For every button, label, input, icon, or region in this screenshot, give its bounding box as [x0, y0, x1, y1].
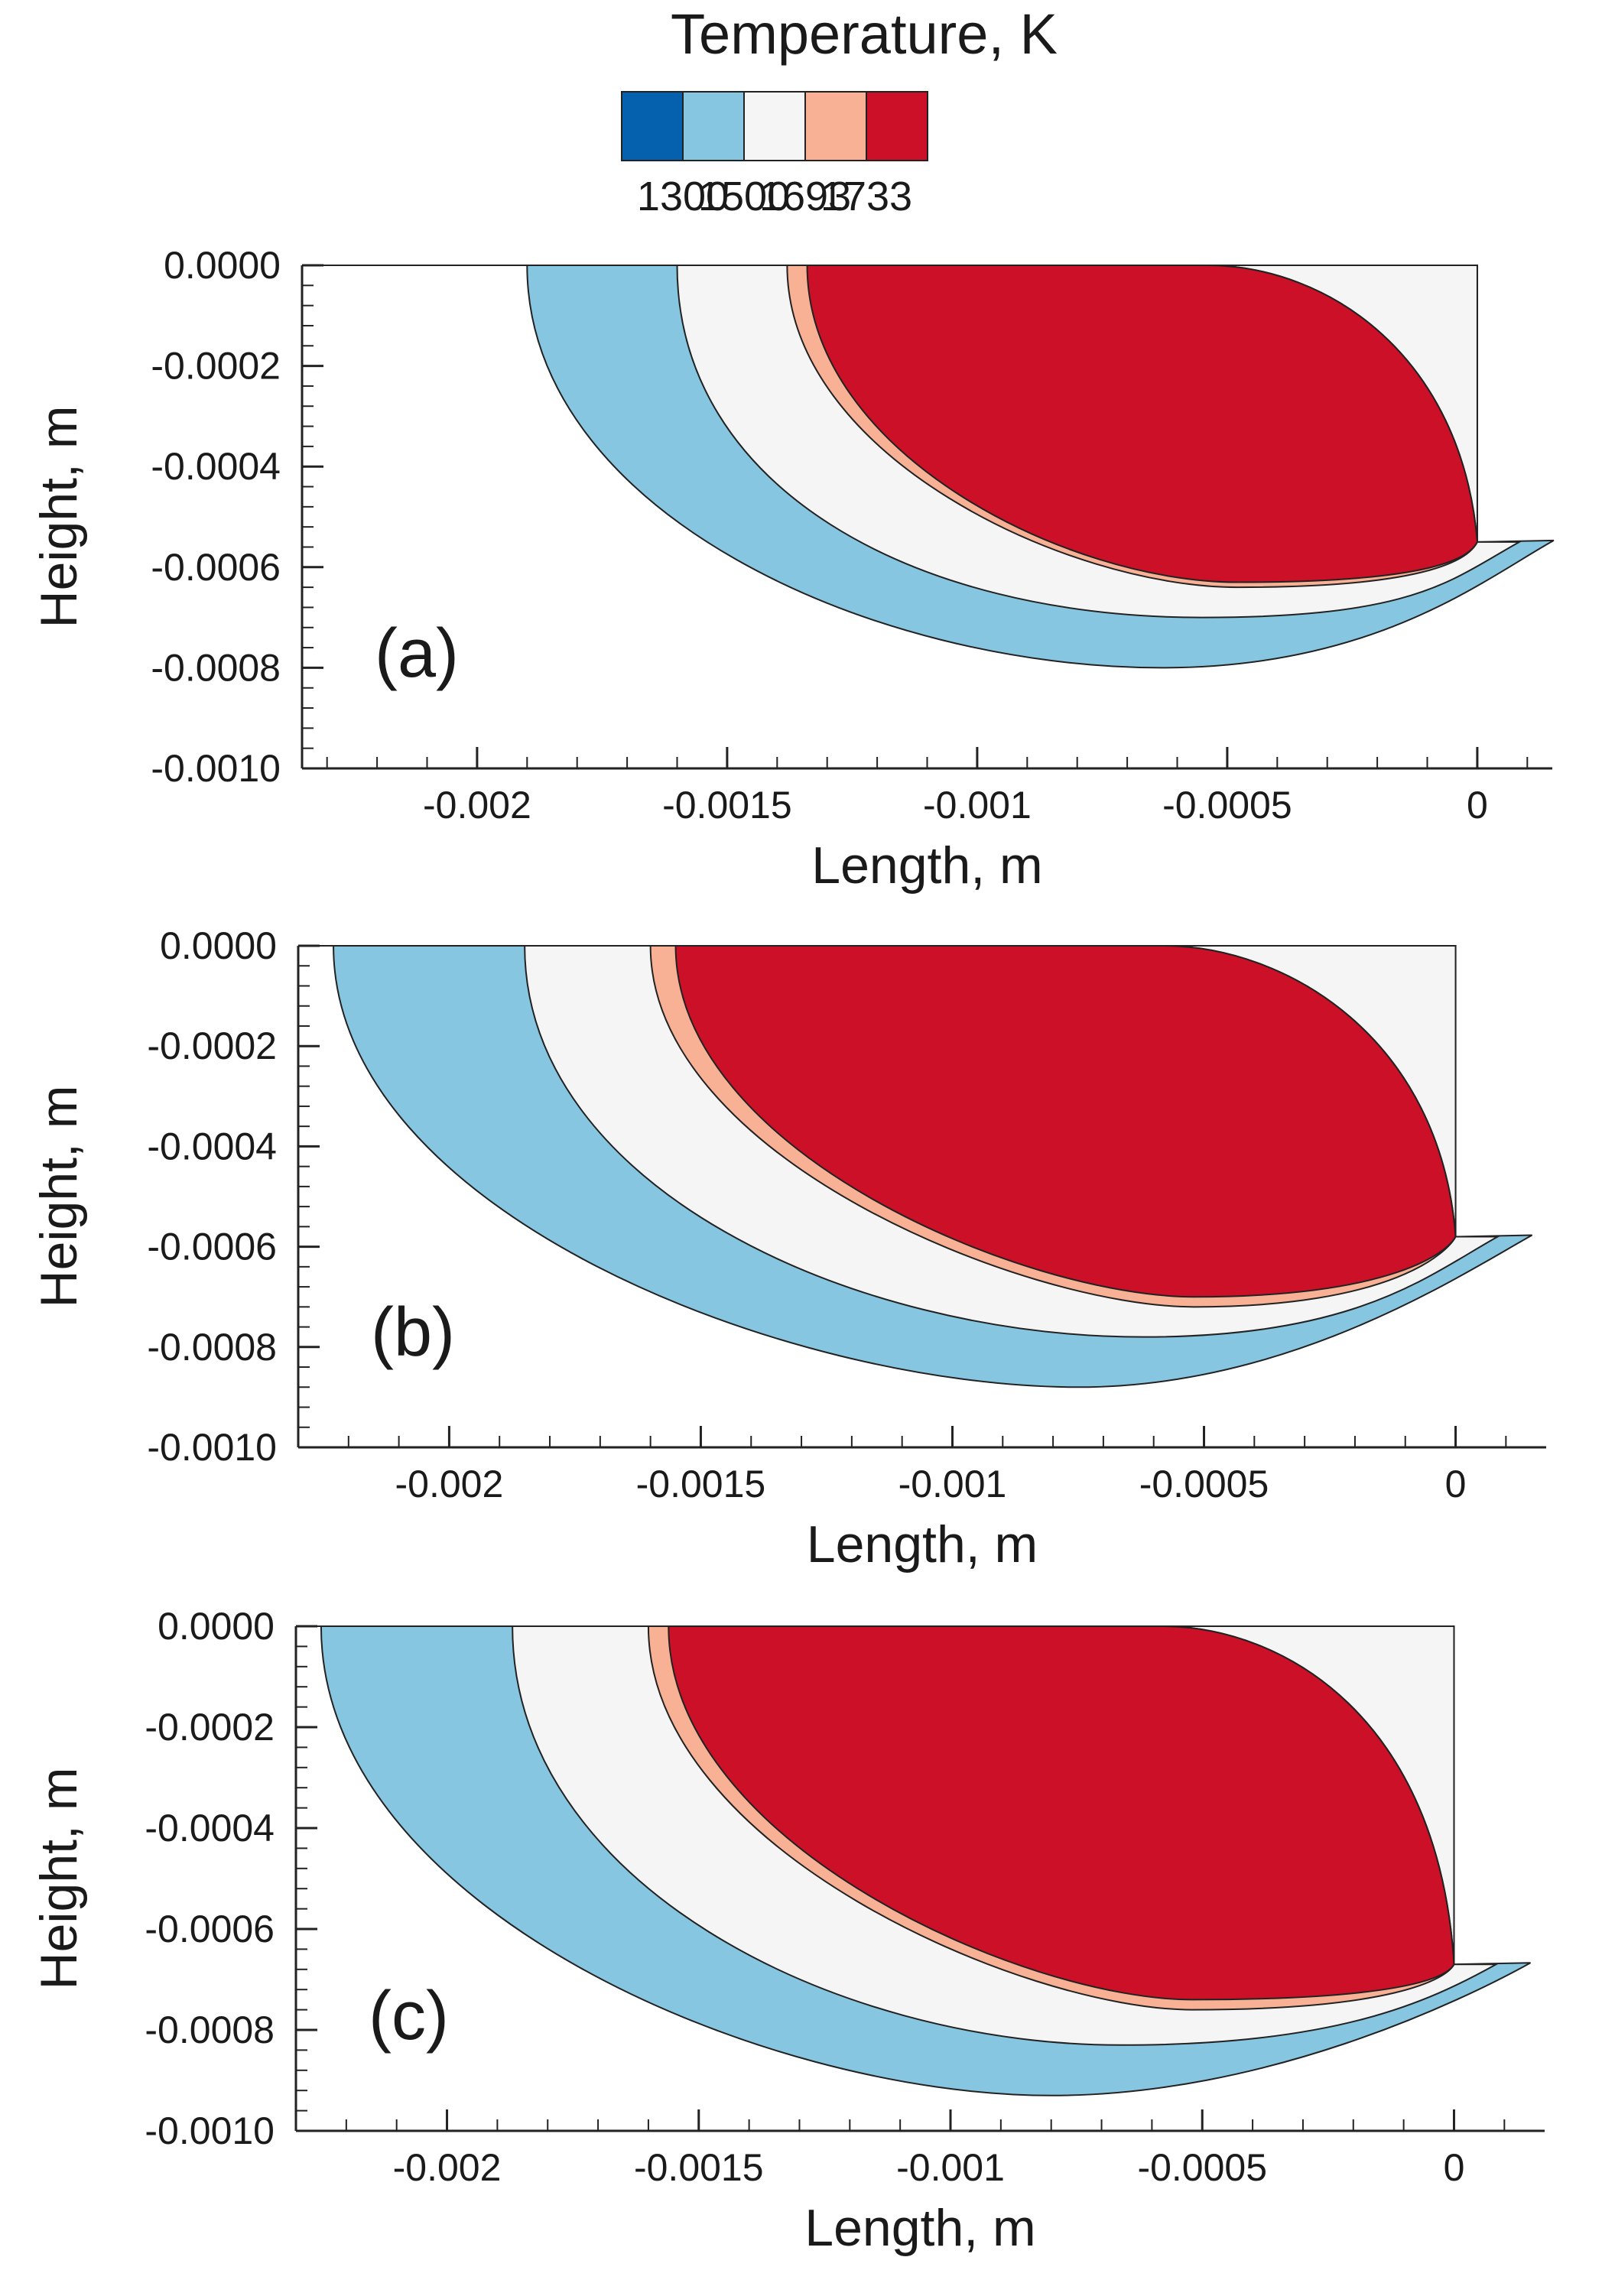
- y-axis-title: Height, m: [30, 1768, 88, 1990]
- x-tick-label: -0.002: [423, 784, 531, 826]
- y-tick-label: -0.0006: [147, 1226, 277, 1268]
- isotherm-region-1733: [674, 945, 1457, 1298]
- colorbar-swatch-below-1300: [621, 91, 684, 161]
- y-tick-label: -0.0006: [145, 1908, 275, 1950]
- y-tick-label: -0.0008: [145, 2009, 275, 2051]
- panel-b: 0.0000 -0.0002 -0.0004 -0.0006 -0.0008 -0.001…: [30, 924, 1546, 1573]
- x-tick-label: -0.002: [395, 1463, 504, 1505]
- x-tick-label: -0.001: [923, 784, 1032, 826]
- colorbar-swatches: [621, 91, 928, 161]
- x-tick-label: -0.0015: [662, 784, 792, 826]
- panels: 0.0000 -0.0002 -0.0004 -0.0006 -0.0008 -0.001…: [30, 244, 1555, 2257]
- colorbar-tick-label: 1693: [759, 174, 851, 219]
- x-axis-title: Length, m: [804, 2199, 1035, 2257]
- y-tick-label: -0.0002: [151, 345, 281, 388]
- colorbar-tick-label: 1500: [698, 174, 790, 219]
- colorbar-tick-label: 1300: [637, 174, 729, 219]
- isotherm-region-1733: [806, 265, 1478, 583]
- y-axis-title: Height, m: [30, 1086, 88, 1308]
- colorbar-swatch-1500-1693: [743, 91, 806, 161]
- y-tick-label: -0.0004: [145, 1807, 275, 1849]
- colorbar-swatch-above-1733: [866, 91, 928, 161]
- panel-label: (a): [375, 615, 459, 692]
- y-tick-label: -0.0010: [151, 747, 281, 790]
- panel-a: 0.0000 -0.0002 -0.0004 -0.0006 -0.0008 -0.001…: [30, 244, 1555, 895]
- isotherm-region-1733: [668, 1625, 1455, 2001]
- panel-label: (c): [369, 1978, 449, 2054]
- panel-label: (b): [371, 1294, 455, 1371]
- x-tick-label: -0.0005: [1137, 2146, 1267, 2189]
- x-axis-title: Length, m: [807, 1515, 1038, 1573]
- x-tick-label: -0.0005: [1162, 784, 1292, 826]
- x-tick-label: -0.001: [898, 1463, 1007, 1505]
- y-tick-label: 0.0000: [158, 1605, 275, 1648]
- y-tick-label: -0.0004: [151, 445, 281, 488]
- y-tick-label: 0.0000: [160, 924, 277, 967]
- x-axis-title: Length, m: [811, 836, 1042, 895]
- y-tick-label: -0.0010: [147, 1426, 277, 1469]
- y-axis-title: Height, m: [30, 406, 88, 628]
- panel-c: 0.0000 -0.0002 -0.0004 -0.0006 -0.0008 -0.001…: [30, 1605, 1545, 2257]
- colorbar-title: Temperature, K: [671, 2, 1058, 66]
- y-tick-label: -0.0004: [147, 1125, 277, 1167]
- y-tick-label: -0.0002: [145, 1706, 275, 1749]
- x-tick-label: -0.002: [393, 2146, 502, 2189]
- y-tick-label: -0.0008: [151, 646, 281, 689]
- x-tick-label: 0: [1445, 1463, 1467, 1505]
- x-tick-label: 0: [1444, 2146, 1465, 2189]
- x-tick-label: 0: [1467, 784, 1488, 826]
- y-tick-label: -0.0002: [147, 1025, 277, 1067]
- y-tick-label: -0.0006: [151, 546, 281, 589]
- x-tick-label: -0.001: [896, 2146, 1005, 2189]
- colorbar-swatch-1693-1733: [804, 91, 867, 161]
- y-tick-label: -0.0008: [147, 1326, 277, 1369]
- x-tick-label: -0.0015: [636, 1463, 766, 1505]
- x-tick-label: -0.0005: [1139, 1463, 1269, 1505]
- y-tick-label: -0.0010: [145, 2109, 275, 2152]
- colorbar-swatch-1300-1500: [682, 91, 745, 161]
- y-tick-label: 0.0000: [164, 244, 281, 287]
- colorbar-tick-label: 1733: [820, 174, 912, 219]
- x-tick-label: -0.0015: [634, 2146, 764, 2189]
